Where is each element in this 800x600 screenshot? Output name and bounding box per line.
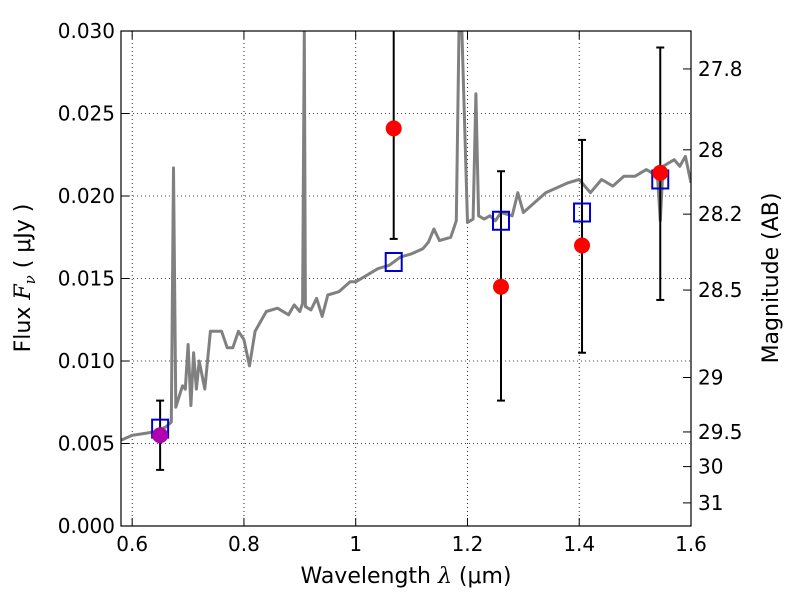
- right-tick-label: 29.5: [698, 420, 743, 444]
- y-tick-label: 0.020: [58, 184, 115, 208]
- right-tick-label: 27.8: [698, 57, 743, 81]
- plot-area: [121, 31, 691, 471]
- y-tick-label: 0.030: [58, 19, 115, 43]
- right-tick-label: 28.5: [698, 278, 743, 302]
- right-tick-label: 30: [698, 455, 723, 479]
- right-tick-label: 28: [698, 138, 723, 162]
- axis-tick-labels: 0.6 0.8 1 1.2 1.4 1.6 0.000 0.005 0.010 0.015 0.02…: [58, 19, 743, 556]
- y-tick-label: 0.015: [58, 267, 115, 291]
- x-axis-label: Wavelength λ (μm): [300, 564, 511, 589]
- x-tick-label: 1: [349, 532, 362, 556]
- y-tick-label: 0.025: [58, 102, 115, 126]
- y-tick-label: 0.010: [58, 349, 115, 373]
- right-tick-label: 28.2: [698, 202, 743, 226]
- observation-markers: [152, 120, 669, 444]
- y-tick-label: 0.005: [58, 432, 115, 456]
- right-axis-label: Magnitude (AB): [759, 193, 784, 364]
- observation-point: [652, 164, 669, 181]
- axis-ticks: [121, 30, 692, 527]
- model-spectrum-line: [121, 31, 691, 442]
- observation-point: [493, 278, 509, 295]
- x-tick-label: 1.4: [563, 532, 595, 556]
- observation-point: [385, 120, 402, 137]
- right-tick-label: 31: [698, 491, 723, 515]
- y-tick-label: 0.000: [58, 514, 115, 538]
- model-bandpass-square: [492, 210, 510, 231]
- y-axis-label: Flux Fν ( μJy ): [11, 204, 39, 353]
- model-bandpass-square: [384, 252, 403, 272]
- x-tick-label: 0.8: [228, 532, 260, 556]
- x-tick-label: 0.6: [116, 532, 148, 556]
- right-tick-label: 29: [698, 366, 723, 390]
- detection-point: [152, 427, 169, 444]
- observation-point: [574, 237, 591, 254]
- x-tick-label: 1.6: [675, 532, 707, 556]
- x-tick-label: 1.2: [452, 532, 484, 556]
- model-bandpass-square: [573, 202, 592, 223]
- model-bandpass-markers: [151, 169, 670, 439]
